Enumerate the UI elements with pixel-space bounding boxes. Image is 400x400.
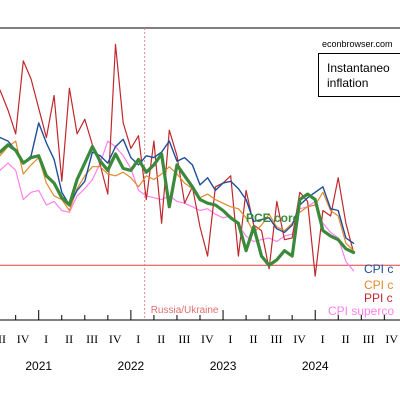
x-year-label: 2023 — [210, 359, 237, 373]
x-year-label: 2021 — [25, 359, 52, 373]
x-tick-label: II — [342, 332, 350, 346]
x-tick-label: II — [249, 332, 257, 346]
chart-title-box: Instantaneo inflation — [318, 53, 400, 97]
x-tick-label: IV — [201, 332, 214, 346]
event-marker-layer: Russia/Ukraine — [144, 28, 219, 320]
x-tick-label: II — [157, 332, 165, 346]
series-line-ppi-core — [0, 43, 355, 277]
x-tick-label: IV — [109, 332, 122, 346]
series-label-cpi-core-alt: CPI c — [364, 278, 393, 292]
russia-ukraine-label: Russia/Ukraine — [151, 305, 219, 316]
x-tick-label: IV — [17, 332, 30, 346]
series-label-ppi-core: PPI c — [364, 291, 393, 305]
x-tick-label: II — [65, 332, 73, 346]
x-year-label: 2024 — [302, 359, 329, 373]
x-tick-label: IV — [293, 332, 306, 346]
x-tick-label: I — [321, 332, 325, 346]
x-tick-label: I — [228, 332, 232, 346]
series-label-cpi-core: CPI c — [364, 262, 393, 276]
pce-core-annotation: PCE core — [246, 211, 300, 225]
x-tick-label: I — [44, 332, 48, 346]
series-line-pce-core — [0, 143, 356, 267]
x-tick-label: III — [363, 332, 375, 346]
x-tick-label: I — [136, 332, 140, 346]
chart-title-line-1: Instantaneo — [327, 61, 390, 75]
x-tick-label: III — [270, 332, 282, 346]
x-tick-label: III — [178, 332, 190, 346]
x-tick-label: III — [86, 332, 98, 346]
series-layer — [0, 43, 356, 277]
x-year-label: 2022 — [118, 359, 145, 373]
x-tick-label: III — [0, 332, 6, 346]
x-tick-label: IV — [385, 332, 398, 346]
chart-title-line-2: inflation — [327, 76, 369, 90]
series-line-cpi-core — [0, 122, 355, 244]
source-label: econbrowser.com — [322, 39, 393, 49]
x-axis: IIIIVIIIIIIIVIIIIIIIVIIIIIIIVIIIIIIIV202… — [0, 310, 398, 373]
series-label-cpi-supercore: CPI superco — [328, 304, 394, 318]
